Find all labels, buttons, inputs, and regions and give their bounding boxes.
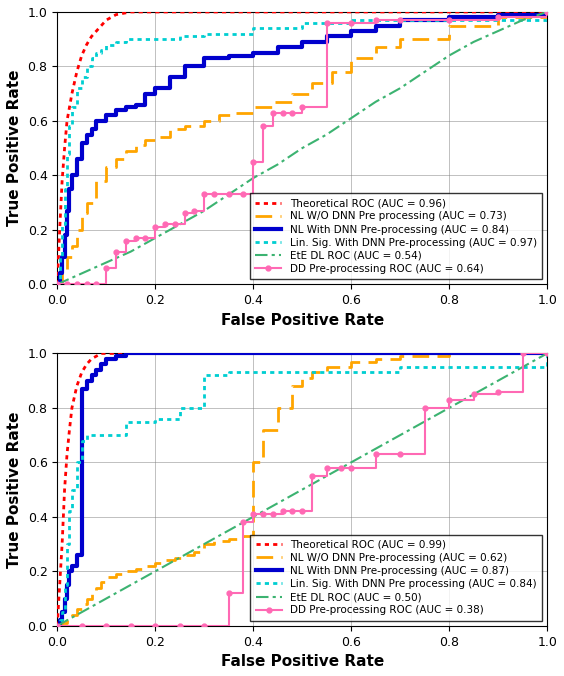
Legend: Theoretical ROC (AUC = 0.99), NL W/O DNN Pre-processing (AUC = 0.62), NL With DN: Theoretical ROC (AUC = 0.99), NL W/O DNN… xyxy=(250,535,542,621)
X-axis label: False Positive Rate: False Positive Rate xyxy=(221,654,384,669)
Legend: Theoretical ROC (AUC = 0.96), NL W/O DNN Pre processing (AUC = 0.73), NL With DN: Theoretical ROC (AUC = 0.96), NL W/O DNN… xyxy=(250,193,542,279)
Y-axis label: True Positive Rate: True Positive Rate xyxy=(7,70,22,226)
X-axis label: False Positive Rate: False Positive Rate xyxy=(221,312,384,328)
Y-axis label: True Positive Rate: True Positive Rate xyxy=(7,412,22,568)
